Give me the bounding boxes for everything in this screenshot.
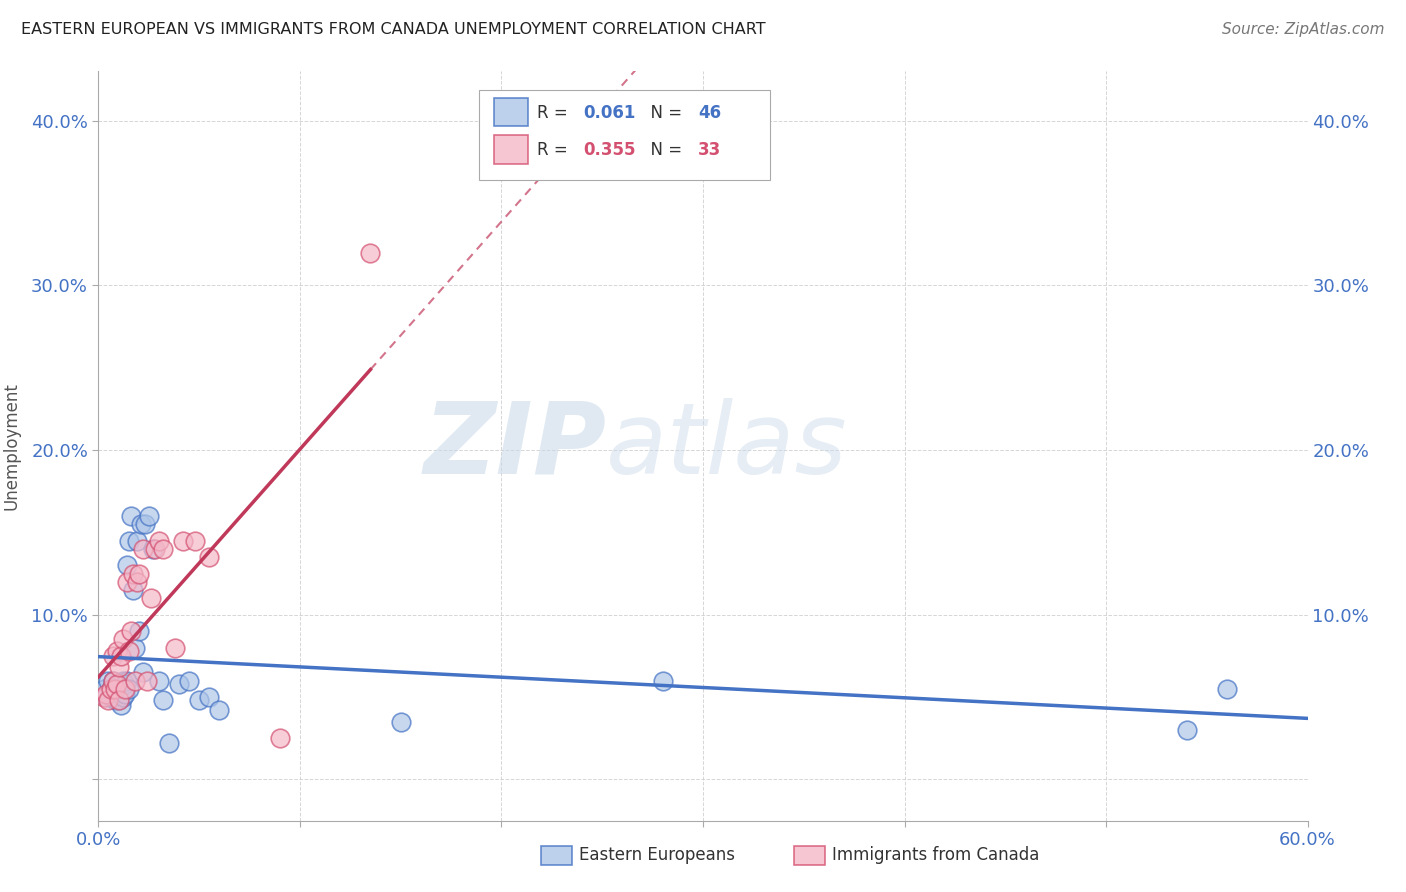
Point — [129, 517, 152, 532]
Point — [269, 731, 291, 746]
Point — [152, 693, 174, 707]
Point — [121, 566, 143, 581]
Point — [157, 736, 180, 750]
Point — [103, 693, 125, 707]
Point — [124, 673, 146, 688]
Point — [101, 673, 124, 688]
Point — [389, 714, 412, 729]
Point — [114, 681, 136, 696]
Point — [115, 673, 138, 688]
Point — [110, 681, 132, 696]
Point — [184, 533, 207, 548]
Y-axis label: Unemployment: Unemployment — [1, 382, 20, 510]
Point — [96, 687, 118, 701]
Point — [97, 693, 120, 707]
Point — [120, 508, 142, 523]
Text: 0.355: 0.355 — [583, 141, 636, 159]
Point — [100, 681, 122, 696]
Point — [96, 690, 118, 705]
Point — [198, 690, 221, 705]
Text: R =: R = — [537, 141, 574, 159]
Point — [101, 673, 124, 688]
Text: Eastern Europeans: Eastern Europeans — [579, 847, 735, 864]
Point — [188, 693, 211, 707]
Text: 46: 46 — [699, 103, 721, 121]
Point — [111, 690, 134, 705]
Point — [128, 566, 150, 581]
Point — [105, 681, 128, 696]
Point — [143, 541, 166, 556]
Point — [114, 677, 136, 691]
Point — [360, 245, 382, 260]
Point — [115, 558, 138, 573]
Point — [105, 693, 128, 707]
Point — [163, 640, 186, 655]
Point — [107, 677, 129, 691]
Point — [103, 681, 125, 696]
FancyBboxPatch shape — [479, 90, 769, 180]
Point — [107, 687, 129, 701]
Point — [103, 681, 125, 696]
Point — [110, 648, 132, 663]
Point — [93, 681, 115, 696]
Point — [118, 533, 141, 548]
Text: 33: 33 — [699, 141, 721, 159]
Point — [128, 624, 150, 639]
Point — [138, 508, 160, 523]
Text: N =: N = — [640, 141, 688, 159]
Point — [118, 681, 141, 696]
Text: EASTERN EUROPEAN VS IMMIGRANTS FROM CANADA UNEMPLOYMENT CORRELATION CHART: EASTERN EUROPEAN VS IMMIGRANTS FROM CANA… — [21, 22, 766, 37]
Point — [100, 681, 122, 696]
Point — [208, 703, 231, 717]
Point — [142, 541, 165, 556]
Point — [148, 673, 170, 688]
Point — [139, 591, 162, 606]
Point — [118, 644, 141, 658]
Point — [114, 687, 136, 701]
Point — [105, 677, 128, 691]
Point — [132, 665, 155, 680]
Text: N =: N = — [640, 103, 688, 121]
FancyBboxPatch shape — [494, 97, 527, 126]
Text: Source: ZipAtlas.com: Source: ZipAtlas.com — [1222, 22, 1385, 37]
Point — [101, 690, 124, 705]
Point — [179, 673, 201, 688]
Point — [1216, 681, 1239, 696]
Text: ZIP: ZIP — [423, 398, 606, 494]
Point — [651, 673, 673, 688]
Point — [101, 648, 124, 663]
Point — [148, 533, 170, 548]
Point — [107, 693, 129, 707]
Point — [107, 693, 129, 707]
Point — [111, 632, 134, 647]
Point — [97, 673, 120, 688]
Text: 0.061: 0.061 — [583, 103, 636, 121]
Point — [107, 660, 129, 674]
Point — [172, 533, 194, 548]
Point — [1175, 723, 1198, 737]
Point — [152, 541, 174, 556]
Point — [105, 644, 128, 658]
Point — [93, 690, 115, 705]
FancyBboxPatch shape — [494, 135, 527, 163]
Point — [198, 550, 221, 565]
Point — [115, 574, 138, 589]
Text: Immigrants from Canada: Immigrants from Canada — [832, 847, 1039, 864]
Point — [135, 673, 157, 688]
Point — [167, 677, 190, 691]
Point — [110, 698, 132, 713]
Point — [125, 533, 148, 548]
Text: R =: R = — [537, 103, 574, 121]
Point — [100, 690, 122, 705]
Point — [121, 583, 143, 598]
Point — [132, 541, 155, 556]
Point — [125, 574, 148, 589]
Point — [134, 517, 156, 532]
Point — [124, 640, 146, 655]
Point — [120, 624, 142, 639]
Text: atlas: atlas — [606, 398, 848, 494]
Point — [111, 673, 134, 688]
